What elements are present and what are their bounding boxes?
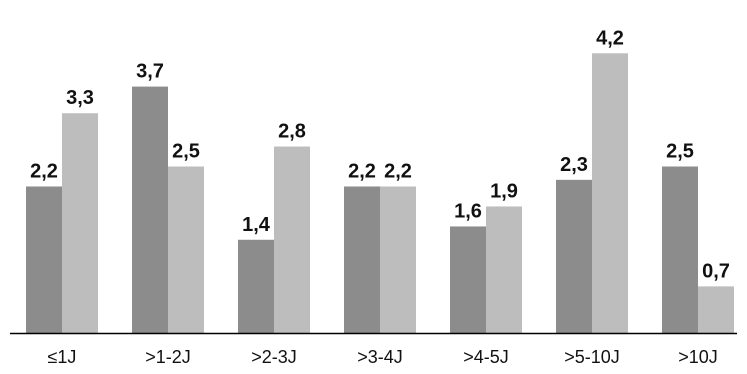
- value-label-2-6: 4,2: [596, 27, 624, 49]
- value-label-2-1: 3,3: [66, 87, 94, 109]
- bars-group: [26, 53, 734, 334]
- category-label-2: >1-2J: [145, 347, 191, 367]
- bar-1-1: [26, 186, 62, 333]
- value-label-2-5: 1,9: [490, 180, 518, 202]
- bar-2-1: [62, 113, 98, 333]
- category-label-3: >2-3J: [251, 347, 297, 367]
- bar-2-2: [168, 166, 204, 333]
- value-label-1-1: 2,2: [30, 160, 58, 182]
- bar-1-2: [132, 86, 168, 334]
- value-label-2-4: 2,2: [384, 160, 412, 182]
- bar-2-4: [380, 186, 416, 333]
- bar-2-6: [592, 53, 628, 333]
- value-label-2-3: 2,8: [278, 121, 306, 143]
- value-label-1-6: 2,3: [560, 154, 588, 176]
- value-label-1-2: 3,7: [136, 61, 164, 83]
- bar-1-4: [344, 186, 380, 333]
- value-label-1-4: 2,2: [348, 160, 376, 182]
- value-label-1-7: 2,5: [666, 141, 694, 163]
- category-label-4: >3-4J: [357, 347, 403, 367]
- category-label-1: ≤1J: [48, 347, 77, 367]
- bar-2-7: [698, 286, 734, 333]
- bar-1-7: [662, 166, 698, 333]
- category-label-6: >5-10J: [564, 347, 620, 367]
- bar-2-3: [274, 146, 310, 333]
- value-label-1-3: 1,4: [242, 214, 271, 236]
- category-label-5: >4-5J: [463, 347, 509, 367]
- bar-1-6: [556, 179, 592, 333]
- value-labels-group: 2,2 3,3 3,7 2,5 1,4 2,8 2,2 2,2 1,6 1,9 2,3 4,2 2,5 0…: [30, 27, 730, 282]
- value-label-2-7: 0,7: [702, 260, 730, 282]
- category-labels-group: ≤1J >1-2J >2-3J >3-4J >4-5J >5-10J >10J: [48, 347, 718, 367]
- bar-2-5: [486, 206, 522, 333]
- category-label-7: >10J: [678, 347, 718, 367]
- value-label-1-5: 1,6: [454, 200, 482, 222]
- bar-1-3: [238, 239, 274, 333]
- bar-1-5: [450, 226, 486, 333]
- value-label-2-2: 2,5: [172, 141, 200, 163]
